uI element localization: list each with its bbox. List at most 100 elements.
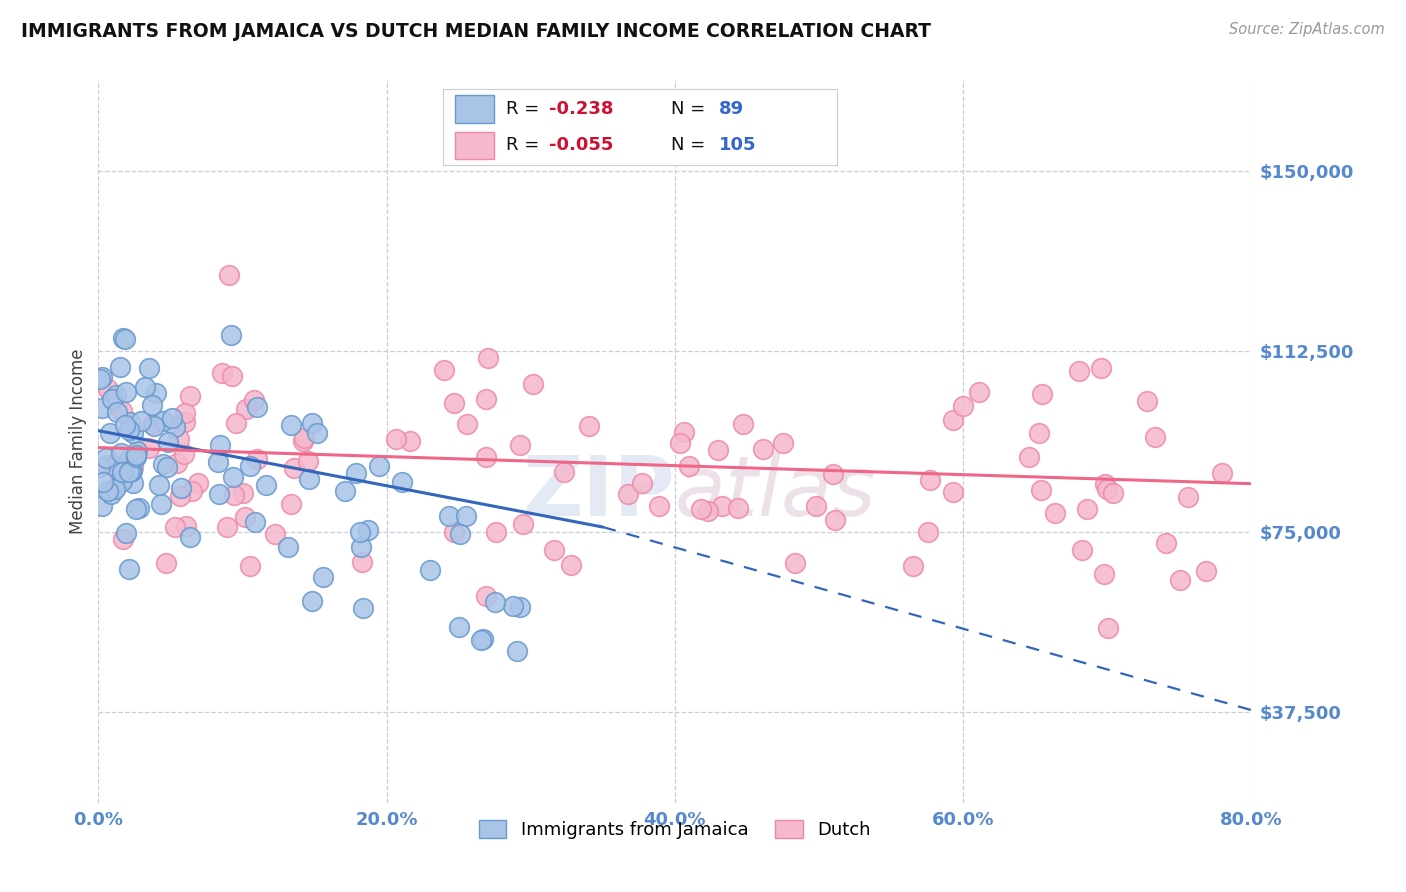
Point (1211, 466, 1233, 480)
Point (120, 450, 142, 465)
Point (233, 510, 256, 524)
Point (443, 396, 465, 410)
Point (125, 502, 148, 516)
Point (280, 418, 302, 433)
Point (349, 540, 371, 554)
Point (449, 620, 471, 634)
Point (169, 489, 191, 503)
Point (1043, 507, 1066, 521)
Text: 105: 105 (718, 136, 756, 154)
Point (111, 474, 134, 488)
Point (219, 328, 242, 343)
Point (783, 557, 806, 571)
Text: N =: N = (671, 100, 711, 118)
Text: -0.238: -0.238 (550, 100, 613, 118)
Point (697, 504, 720, 518)
Point (298, 471, 321, 485)
Point (706, 443, 728, 458)
Point (120, 464, 142, 478)
Text: atlas: atlas (675, 451, 876, 533)
Point (148, 478, 170, 492)
Point (433, 363, 456, 377)
Point (97, 483, 120, 498)
Point (157, 434, 180, 449)
Point (1031, 387, 1053, 401)
Point (114, 417, 136, 432)
Point (121, 464, 143, 478)
Point (353, 601, 375, 615)
Point (173, 447, 195, 461)
Point (208, 486, 231, 500)
Point (118, 423, 141, 437)
Point (297, 454, 319, 468)
Point (166, 456, 188, 470)
Point (118, 465, 141, 479)
Point (368, 458, 391, 473)
Point (125, 450, 148, 464)
Point (235, 401, 257, 416)
Point (471, 632, 494, 646)
Point (1071, 542, 1094, 557)
Point (470, 632, 492, 647)
Point (630, 476, 652, 491)
Text: Source: ZipAtlas.com: Source: ZipAtlas.com (1229, 22, 1385, 37)
Point (122, 475, 145, 490)
Point (105, 480, 128, 494)
Point (110, 446, 132, 460)
Point (1031, 483, 1053, 497)
Point (89, 459, 111, 474)
Point (456, 508, 478, 523)
Point (952, 399, 974, 413)
Legend: Immigrants from Jamaica, Dutch: Immigrants from Jamaica, Dutch (470, 811, 880, 848)
Point (179, 389, 201, 403)
Point (120, 415, 142, 429)
Point (110, 359, 132, 374)
Point (1168, 573, 1191, 587)
Point (174, 519, 197, 533)
Point (1195, 564, 1218, 578)
Point (100, 392, 122, 406)
Point (224, 488, 246, 502)
Point (437, 509, 460, 524)
Point (152, 414, 174, 428)
Point (163, 419, 186, 434)
Point (474, 392, 496, 406)
Point (217, 520, 239, 534)
Point (239, 459, 262, 474)
Point (179, 530, 201, 544)
Point (419, 563, 441, 577)
Point (1018, 450, 1040, 464)
Point (138, 441, 160, 455)
Point (1076, 502, 1098, 516)
Point (505, 644, 527, 658)
Text: IMMIGRANTS FROM JAMAICA VS DUTCH MEDIAN FAMILY INCOME CORRELATION CHART: IMMIGRANTS FROM JAMAICA VS DUTCH MEDIAN … (21, 22, 931, 41)
Point (669, 436, 692, 450)
Point (673, 425, 696, 440)
Point (111, 465, 134, 479)
Point (384, 432, 406, 446)
Point (246, 400, 269, 414)
Point (731, 417, 754, 431)
Point (90, 499, 112, 513)
Point (152, 457, 174, 471)
Point (578, 419, 600, 434)
Point (173, 415, 195, 429)
Point (129, 414, 152, 428)
Point (349, 524, 371, 539)
Point (134, 379, 156, 393)
Point (239, 558, 262, 573)
Point (155, 460, 177, 475)
Point (138, 361, 160, 376)
Point (115, 525, 138, 540)
Point (207, 455, 229, 469)
Point (174, 406, 197, 420)
Point (357, 523, 380, 537)
Point (1154, 535, 1177, 549)
Point (648, 499, 671, 513)
Point (941, 485, 963, 500)
Point (97, 382, 120, 396)
Point (181, 483, 204, 498)
Point (477, 351, 499, 365)
Point (443, 525, 465, 540)
Point (264, 527, 287, 541)
